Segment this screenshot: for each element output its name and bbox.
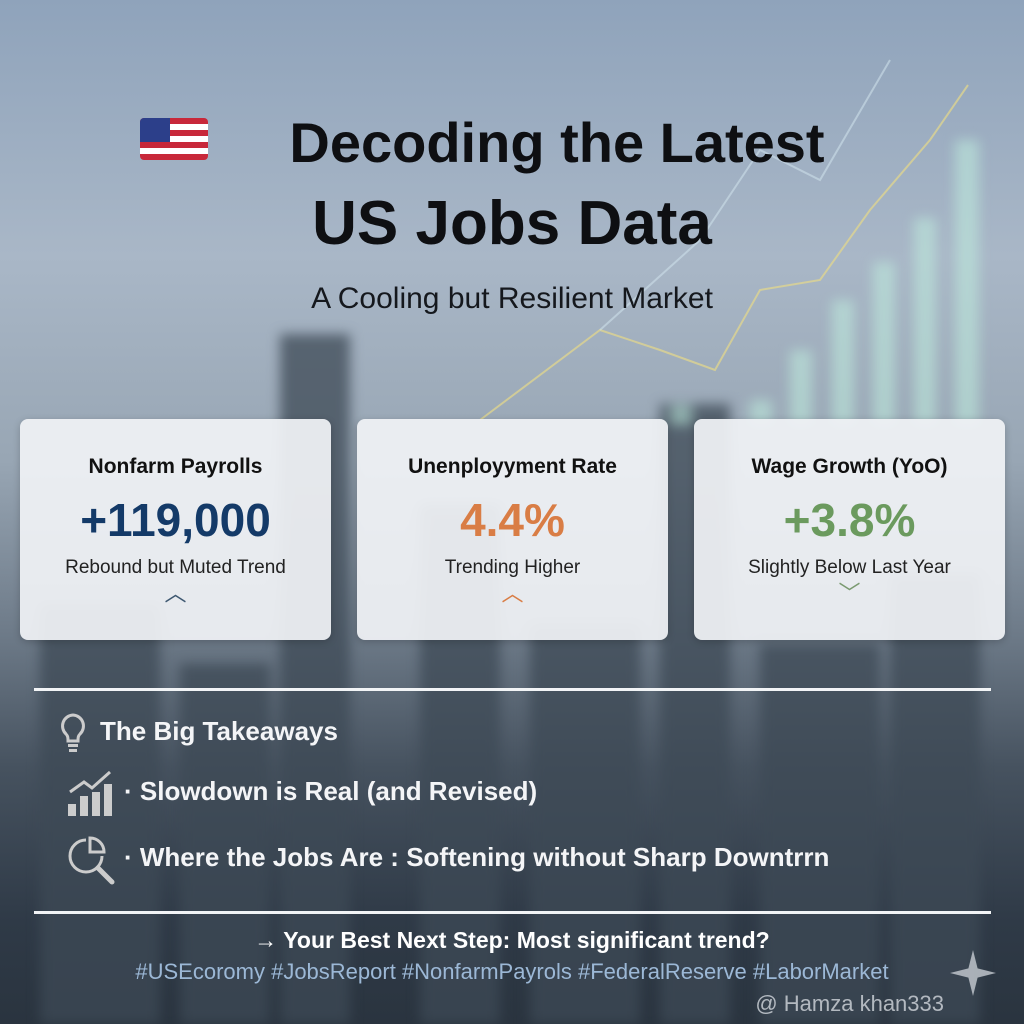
chevron-up-icon: ︿: [501, 581, 524, 606]
card-label: Unenployyment Rate: [408, 455, 617, 478]
card-nonfarm-payrolls: Nonfarm Payrolls +119,000 Rebound but Mu…: [20, 419, 331, 640]
title-line2: US Jobs Data: [312, 189, 712, 258]
card-value: +119,000: [80, 494, 271, 546]
card-value: +3.8%: [783, 494, 916, 546]
card-label: Wage Growth (YoO): [751, 455, 948, 478]
divider: [34, 911, 991, 914]
chevron-up-icon: ︿: [164, 581, 187, 606]
card-label: Nonfarm Payrolls: [88, 455, 263, 478]
lightbulb-icon: [61, 713, 85, 752]
takeaways-heading: The Big Takeaways: [100, 716, 338, 746]
subtitle: A Cooling but Resilient Market: [311, 282, 713, 315]
takeaway-item: · Where the Jobs Are : Softening without…: [124, 842, 830, 872]
us-flag-icon: [140, 118, 208, 160]
title-line1: Decoding the Latest: [289, 111, 825, 174]
card-desc: Rebound but Muted Trend: [65, 557, 286, 578]
card-desc: Slightly Below Last Year: [748, 557, 951, 578]
background-trend-line: [479, 59, 969, 421]
takeaway-item: · Slowdown is Real (and Revised): [124, 776, 538, 806]
card-unemployment-rate: Unenployyment Rate 4.4% Trending Higher …: [357, 419, 668, 640]
chevron-down-icon: ﹀: [838, 581, 861, 606]
card-wage-growth: Wage Growth (YoO) +3.8% Slightly Below L…: [694, 419, 1005, 640]
call-to-action: → Your Best Next Step: Most significant …: [254, 927, 770, 953]
bar-chart-growth-icon: [68, 770, 112, 816]
card-desc: Trending Higher: [444, 557, 581, 578]
divider: [34, 688, 991, 691]
card-value: 4.4%: [460, 494, 565, 546]
hashtags: #USEcoromy #JobsReport #NonfarmPayrols #…: [135, 959, 889, 984]
watermark: @ Hamza khan333: [755, 991, 944, 1016]
pie-chart-search-icon: [68, 836, 115, 885]
